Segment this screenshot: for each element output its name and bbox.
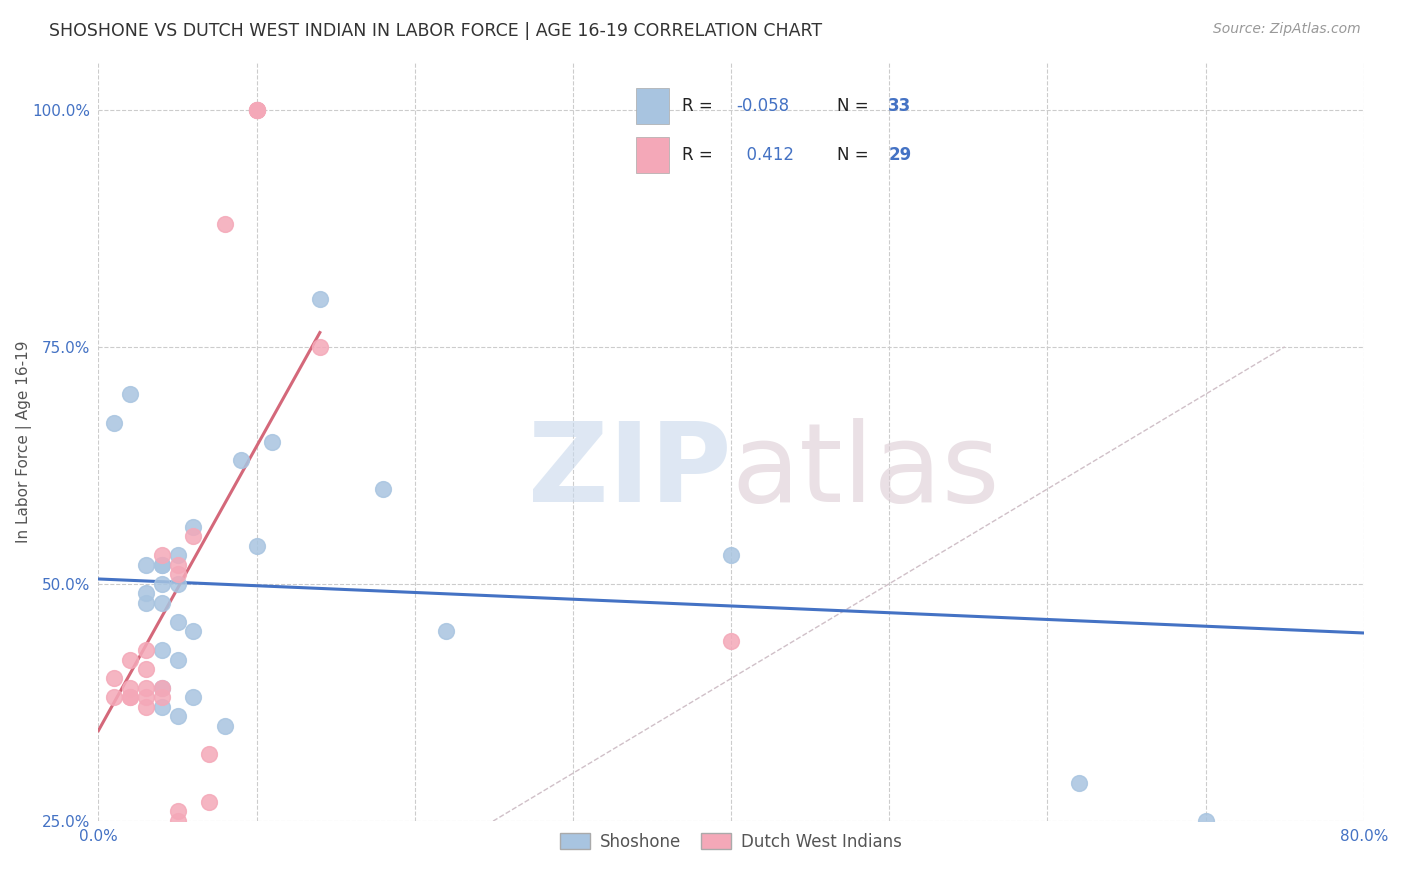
Point [150, 681, 173, 695]
Point [150, 558, 173, 572]
Point [135, 681, 157, 695]
Y-axis label: In Labor Force | Age 16-19: In Labor Force | Age 16-19 [15, 340, 32, 543]
Point [198, 795, 221, 809]
Point [150, 699, 173, 714]
Point [309, 340, 332, 354]
Point [198, 747, 221, 762]
Point [120, 690, 141, 705]
Point [120, 387, 141, 401]
Point [246, 103, 269, 117]
Point [229, 453, 252, 467]
Point [135, 643, 157, 657]
Point [135, 558, 157, 572]
Text: Source: ZipAtlas.com: Source: ZipAtlas.com [1213, 22, 1361, 37]
Point [1067, 776, 1090, 790]
Point [150, 690, 173, 705]
Point [150, 681, 173, 695]
Point [246, 103, 269, 117]
Point [166, 709, 188, 723]
Point [246, 539, 269, 553]
Point [150, 558, 173, 572]
Point [214, 719, 236, 733]
Point [436, 624, 458, 639]
Point [135, 690, 157, 705]
Point [214, 217, 236, 231]
Point [183, 520, 205, 534]
Text: ZIP: ZIP [527, 418, 731, 525]
Point [135, 662, 157, 676]
Point [120, 652, 141, 666]
Point [198, 880, 221, 892]
Point [120, 690, 141, 705]
Point [150, 548, 173, 563]
Point [103, 672, 125, 686]
Point [166, 558, 188, 572]
Legend: Shoshone, Dutch West Indians: Shoshone, Dutch West Indians [554, 827, 908, 858]
Point [150, 643, 173, 657]
Point [150, 596, 173, 610]
Point [120, 681, 141, 695]
Point [183, 832, 205, 847]
Point [198, 861, 221, 875]
Text: atlas: atlas [731, 418, 1000, 525]
Point [135, 699, 157, 714]
Point [166, 804, 188, 818]
Point [720, 548, 742, 563]
Point [166, 576, 188, 591]
Point [246, 103, 269, 117]
Point [135, 586, 157, 600]
Point [183, 529, 205, 543]
Point [103, 416, 125, 430]
Point [183, 624, 205, 639]
Point [166, 814, 188, 828]
Point [720, 633, 742, 648]
Point [183, 690, 205, 705]
Text: SHOSHONE VS DUTCH WEST INDIAN IN LABOR FORCE | AGE 16-19 CORRELATION CHART: SHOSHONE VS DUTCH WEST INDIAN IN LABOR F… [49, 22, 823, 40]
Point [135, 596, 157, 610]
Point [262, 434, 284, 449]
Point [246, 103, 269, 117]
Point [166, 652, 188, 666]
Point [166, 615, 188, 629]
Point [309, 293, 332, 307]
Point [166, 567, 188, 582]
Point [103, 690, 125, 705]
Point [371, 482, 394, 496]
Point [1194, 814, 1216, 828]
Point [150, 576, 173, 591]
Point [166, 548, 188, 563]
